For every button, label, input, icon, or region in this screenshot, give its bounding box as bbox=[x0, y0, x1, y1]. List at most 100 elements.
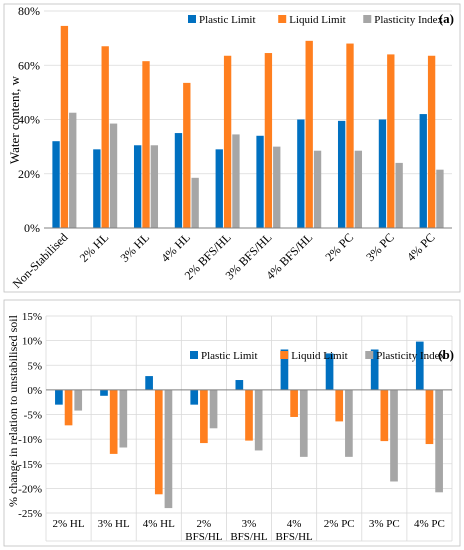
bar-plastic-limit-4-hl bbox=[145, 376, 153, 390]
bars bbox=[55, 341, 443, 509]
x-tick-label: 3% BFS/HL bbox=[230, 518, 268, 543]
y-tick-label: -20% bbox=[18, 483, 42, 495]
bar-plastic-limit-non-stabilised bbox=[52, 141, 60, 228]
legend-swatch-liquid-limit bbox=[278, 15, 287, 23]
bar-plasticity-index-3-hl bbox=[119, 389, 128, 448]
bar-liquid-limit-4-bfs-hl bbox=[290, 389, 298, 417]
panel-label: (a) bbox=[439, 11, 454, 26]
bar-plastic-limit-2-pc bbox=[325, 353, 334, 390]
bar-plastic-limit-4-pc bbox=[419, 114, 427, 228]
legend-swatch-plasticity-index bbox=[365, 351, 374, 359]
legend-swatch-plastic-limit bbox=[188, 15, 196, 23]
bar-plastic-limit-4-pc bbox=[415, 341, 424, 390]
bar-plasticity-index-3-pc bbox=[395, 162, 403, 228]
bar-liquid-limit-non-stabilised bbox=[60, 25, 69, 229]
bar-plastic-limit-2-hl bbox=[93, 149, 101, 228]
y-tick-labels: 0% 20% 40% 60% 80% bbox=[18, 4, 40, 235]
bar-plastic-limit-4-bfs-hl bbox=[280, 349, 289, 390]
x-tick-label: 2% HL bbox=[53, 518, 85, 530]
x-tick-label: 4% BFS/HL bbox=[275, 518, 313, 543]
y-tick-label: -25% bbox=[18, 508, 42, 520]
bar-plastic-limit-4-bfs-hl bbox=[297, 119, 305, 228]
bar-plasticity-index-3-bfs-hl bbox=[273, 146, 281, 228]
bar-plastic-limit-4-hl bbox=[174, 133, 183, 228]
bar-plastic-limit-2-bfs-hl bbox=[215, 149, 223, 228]
y-tick-label: 0% bbox=[24, 221, 40, 235]
bar-liquid-limit-4-hl bbox=[154, 389, 163, 495]
legend: Plastic Limit Liquid Limit Plasticity Inde… bbox=[188, 14, 443, 26]
bar-liquid-limit-3-pc bbox=[380, 389, 389, 442]
bar-liquid-limit-2-hl bbox=[101, 46, 109, 229]
legend-swatch-plasticity-index bbox=[363, 15, 372, 23]
x-tick-label: 2% BFS/HL bbox=[185, 518, 223, 543]
legend-entry-plastic-limit: Plastic Limit bbox=[201, 350, 258, 362]
y-tick-label: -15% bbox=[18, 459, 42, 471]
bar-liquid-limit-4-pc bbox=[425, 389, 434, 445]
bar-plasticity-index-2-hl bbox=[74, 389, 83, 411]
y-tick-label: 15% bbox=[22, 311, 42, 323]
bar-liquid-limit-3-hl bbox=[142, 61, 150, 229]
bar-plasticity-index-3-pc bbox=[390, 389, 398, 482]
bar-liquid-limit-3-bfs-hl bbox=[245, 389, 253, 441]
bar-plastic-limit-3-hl bbox=[133, 145, 142, 228]
bar-plastic-limit-2-pc bbox=[337, 120, 346, 228]
bar-plasticity-index-2-bfs-hl bbox=[232, 134, 240, 228]
bar-plasticity-index-2-pc bbox=[354, 150, 363, 228]
bar-plastic-limit-2-hl bbox=[55, 389, 63, 405]
bar-liquid-limit-2-pc bbox=[346, 43, 354, 228]
bar-liquid-limit-3-hl bbox=[109, 389, 118, 454]
legend-entry-plasticity-index: Plasticity Index bbox=[374, 14, 443, 26]
y-tick-label: 5% bbox=[27, 360, 42, 372]
bar-plasticity-index-4-pc bbox=[436, 169, 444, 228]
bar-plasticity-index-2-hl bbox=[109, 123, 118, 228]
bar-plasticity-index-non-stabilised bbox=[69, 112, 77, 228]
bars bbox=[52, 25, 444, 229]
y-tick-label: -5% bbox=[24, 410, 42, 422]
bar-plastic-limit-3-bfs-hl bbox=[256, 135, 264, 228]
y-tick-label: 80% bbox=[18, 4, 40, 18]
y-tick-label: 40% bbox=[18, 113, 40, 127]
legend-entry-liquid-limit: Liquid Limit bbox=[289, 14, 346, 26]
bar-plasticity-index-4-bfs-hl bbox=[313, 150, 322, 228]
bar-plastic-limit-2-bfs-hl bbox=[190, 389, 199, 405]
bar-plasticity-index-2-bfs-hl bbox=[209, 389, 218, 429]
y-tick-label: 60% bbox=[18, 58, 40, 72]
x-tick-label: 3% HL bbox=[98, 518, 130, 530]
bar-liquid-limit-2-bfs-hl bbox=[200, 389, 208, 444]
y-axis-label: % change in relation to unstabilised soi… bbox=[6, 314, 20, 507]
bar-plasticity-index-4-hl bbox=[191, 177, 199, 228]
bar-plasticity-index-2-pc bbox=[345, 389, 353, 457]
bar-liquid-limit-3-pc bbox=[387, 54, 395, 229]
legend-entry-liquid-limit: Liquid Limit bbox=[291, 350, 348, 362]
legend-entry-plasticity-index: Plasticity Index bbox=[376, 350, 445, 362]
bar-liquid-limit-2-hl bbox=[64, 389, 73, 426]
y-tick-label: 10% bbox=[22, 336, 42, 348]
panel-label: (b) bbox=[438, 347, 454, 362]
bar-liquid-limit-3-bfs-hl bbox=[264, 53, 273, 229]
x-tick-label: 4% PC bbox=[414, 518, 445, 530]
bar-liquid-limit-2-bfs-hl bbox=[223, 55, 232, 228]
bar-plastic-limit-3-pc bbox=[378, 119, 387, 228]
legend-swatch-liquid-limit bbox=[280, 351, 289, 359]
bar-plastic-limit-3-pc bbox=[370, 349, 379, 390]
y-tick-label: 20% bbox=[18, 167, 40, 181]
x-tick-labels: 2% HL 3% HL 4% HL 2% BFS/HL 3% BFS/HL 4% BFS/HL 2… bbox=[53, 518, 445, 543]
x-tick-label: 4% HL bbox=[143, 518, 175, 530]
y-tick-labels: -25% -20% -15% -10% -5% 0% 5% 10% 15% bbox=[18, 311, 42, 520]
bar-plasticity-index-4-pc bbox=[435, 389, 443, 493]
bar-liquid-limit-4-hl bbox=[183, 82, 191, 228]
x-tick-label: 2% PC bbox=[324, 518, 355, 530]
y-tick-label: 0% bbox=[27, 385, 42, 397]
bar-liquid-limit-2-pc bbox=[335, 389, 344, 422]
legend: Plastic Limit Liquid Limit Plasticity Inde… bbox=[190, 350, 445, 362]
y-axis-label: Water content, w bbox=[7, 75, 22, 164]
bar-plastic-limit-3-bfs-hl bbox=[235, 380, 244, 390]
legend-entry-plastic-limit: Plastic Limit bbox=[199, 14, 256, 26]
bar-plasticity-index-4-hl bbox=[164, 389, 173, 509]
legend-swatch-plastic-limit bbox=[190, 351, 198, 359]
bar-liquid-limit-4-pc bbox=[427, 55, 436, 228]
x-tick-label: 3% PC bbox=[369, 518, 400, 530]
bar-liquid-limit-4-bfs-hl bbox=[305, 40, 313, 229]
bar-plasticity-index-3-hl bbox=[150, 145, 159, 228]
